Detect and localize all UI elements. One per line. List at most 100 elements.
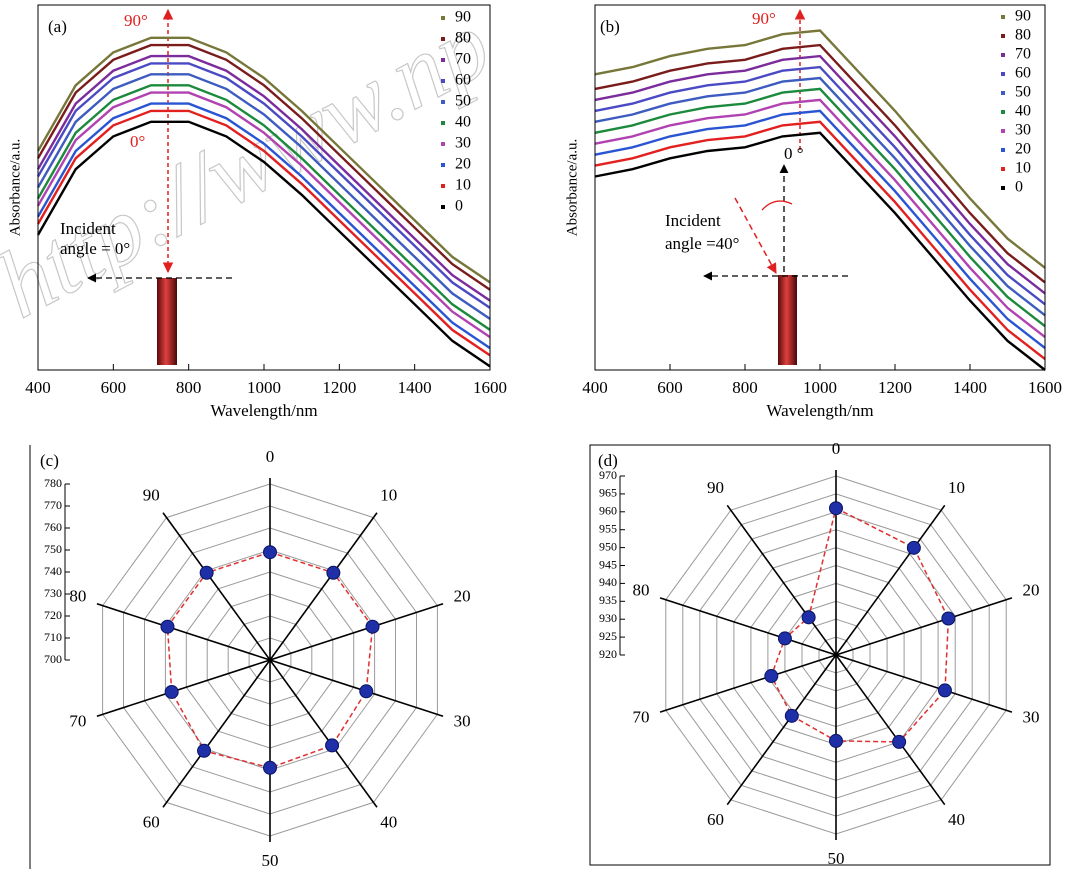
spoke [659, 654, 837, 713]
r-tick-label: 700 [44, 652, 62, 666]
curve [36, 43, 491, 291]
r-tick-label: 955 [599, 521, 617, 535]
curve [36, 54, 491, 302]
r-tick-label: 945 [599, 557, 617, 571]
curve [36, 84, 491, 331]
spoke [269, 659, 378, 808]
legend-marker [441, 184, 445, 188]
spoke [162, 659, 271, 808]
curve [594, 87, 1046, 328]
legend-marker [441, 58, 445, 62]
annotation: 0° [130, 132, 145, 151]
spoke [96, 659, 271, 718]
legend-label: 40 [455, 114, 471, 131]
r-tick-label: 750 [44, 542, 62, 556]
legend-label: 60 [455, 72, 471, 89]
spoke [659, 597, 837, 656]
legend-marker [441, 142, 445, 146]
x-tick-label: 1600 [1028, 378, 1062, 397]
r-tick-label: 710 [44, 630, 62, 644]
curve [36, 73, 491, 320]
y-axis-label: Absorbance/a.u. [564, 139, 580, 236]
category-label: 90 [707, 478, 724, 497]
category-label: 10 [948, 478, 965, 497]
plot-frame [594, 4, 1046, 371]
r-tick-label: 930 [599, 611, 617, 625]
legend-marker [1001, 167, 1005, 171]
legend-marker [441, 16, 445, 20]
annotation: angle = 0° [60, 239, 130, 258]
legend-label: 0 [455, 198, 463, 215]
category-label: 50 [828, 849, 845, 868]
spoke [269, 602, 444, 661]
x-tick-label: 1400 [398, 378, 432, 397]
category-label: 20 [454, 586, 471, 605]
curve [594, 76, 1046, 317]
category-label: 0 [266, 447, 275, 466]
r-tick-label: 970 [599, 468, 617, 482]
curve [36, 109, 491, 357]
legend-label: 80 [1015, 27, 1031, 44]
category-label: 90 [143, 485, 160, 504]
spoke [96, 602, 271, 661]
point [365, 619, 380, 634]
legend-label: 90 [1015, 8, 1031, 25]
annotation: angle =40° [665, 234, 739, 253]
spoke [726, 504, 837, 656]
legend-marker [1001, 129, 1005, 133]
angle-arc [761, 200, 793, 211]
point [784, 708, 799, 723]
legend-label: 50 [1015, 84, 1031, 101]
legend-marker [441, 79, 445, 83]
legend-marker [1001, 15, 1005, 19]
point [777, 631, 792, 646]
category-label: 70 [69, 711, 86, 730]
point [829, 733, 843, 748]
r-tick-label: 920 [599, 647, 617, 661]
legend-marker [441, 205, 445, 209]
legend-label: 0 [1015, 179, 1023, 196]
category-label: 40 [380, 812, 397, 831]
point [263, 545, 277, 560]
legend-label: 50 [455, 93, 471, 110]
category-label: 60 [143, 812, 160, 831]
y-axis-label: Absorbance/a.u. [7, 139, 23, 236]
spoke [162, 512, 271, 661]
point [829, 501, 843, 516]
curve [594, 131, 1046, 371]
category-label: 50 [262, 851, 279, 869]
spoke [835, 654, 1013, 713]
x-axis-label: Wavelength/nm [210, 401, 317, 420]
annotation: 0 ° [784, 144, 804, 163]
legend-marker [441, 121, 445, 125]
point [325, 738, 340, 753]
r-tick-label: 780 [44, 476, 62, 490]
r-tick-label: 925 [599, 629, 617, 643]
spoke [835, 504, 946, 656]
legend-marker [441, 100, 445, 104]
curve [594, 65, 1046, 306]
r-tick-label: 770 [44, 498, 62, 512]
x-tick-label: 600 [657, 378, 683, 397]
point [941, 611, 956, 626]
legend-label: 20 [455, 156, 471, 173]
spoke [835, 597, 1013, 656]
point [892, 734, 907, 749]
x-tick-label: 600 [101, 378, 127, 397]
panel-frame [589, 444, 1051, 866]
point [801, 610, 816, 625]
annotation: 90° [124, 11, 148, 30]
x-tick-label: 1000 [247, 378, 281, 397]
r-tick-label: 935 [599, 593, 617, 607]
r-tick-label: 730 [44, 586, 62, 600]
legend-label: 30 [1015, 122, 1031, 139]
curve [36, 102, 491, 350]
legend-label: 90 [455, 9, 471, 26]
category-label: 60 [707, 810, 724, 829]
panel-label: (b) [600, 17, 620, 36]
legend-marker [1001, 186, 1005, 190]
point [937, 683, 952, 698]
rod [157, 278, 177, 365]
category-label: 0 [832, 439, 841, 458]
